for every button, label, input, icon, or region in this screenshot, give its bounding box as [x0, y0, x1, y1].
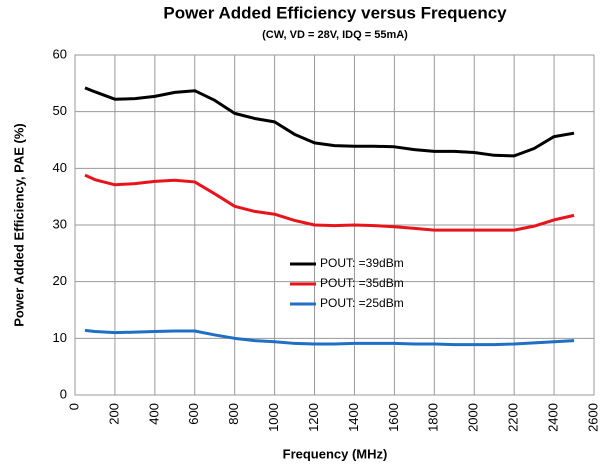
series-line — [84, 173, 575, 232]
series-line — [84, 328, 575, 347]
x-tick-label: 1800 — [426, 403, 441, 432]
x-tick-label: 2000 — [466, 403, 481, 432]
x-axis-label: Frequency (MHz) — [283, 446, 388, 461]
x-tick-label: 1000 — [266, 403, 281, 432]
y-tick-label: 20 — [53, 273, 67, 288]
x-tick-label: 600 — [186, 403, 201, 425]
x-tick-label: 1400 — [346, 403, 361, 432]
y-tick-label: 0 — [60, 386, 67, 401]
plot-frame — [74, 54, 595, 396]
x-tick-label: 2600 — [585, 403, 600, 432]
legend-label: POUT: =39dBm — [320, 256, 404, 270]
chart-subtitle: (CW, VD = 28V, IDQ = 55mA) — [262, 29, 408, 41]
legend-label: POUT: =25dBm — [320, 296, 404, 310]
x-tick-label: 2400 — [546, 403, 561, 432]
x-tick-label: 2200 — [506, 403, 521, 432]
x-tick-label: 200 — [106, 403, 121, 425]
x-tick-label: 400 — [146, 403, 161, 425]
chart-title: Power Added Efficiency versus Frequency — [163, 3, 507, 22]
y-tick-label: 50 — [53, 103, 67, 118]
legend-label: POUT: =35dBm — [320, 276, 404, 290]
x-tick-label: 800 — [226, 403, 241, 425]
x-tick-label: 1200 — [306, 403, 321, 432]
y-tick-label: 60 — [53, 46, 67, 61]
series-line — [84, 86, 575, 158]
y-tick-label: 40 — [53, 160, 67, 175]
y-tick-label: 10 — [53, 330, 67, 345]
y-axis-label: Power Added Efficiency, PAE (%) — [11, 123, 26, 326]
x-tick-label: 1600 — [386, 403, 401, 432]
x-tick-label: 0 — [66, 403, 81, 410]
y-tick-label: 30 — [53, 216, 67, 231]
